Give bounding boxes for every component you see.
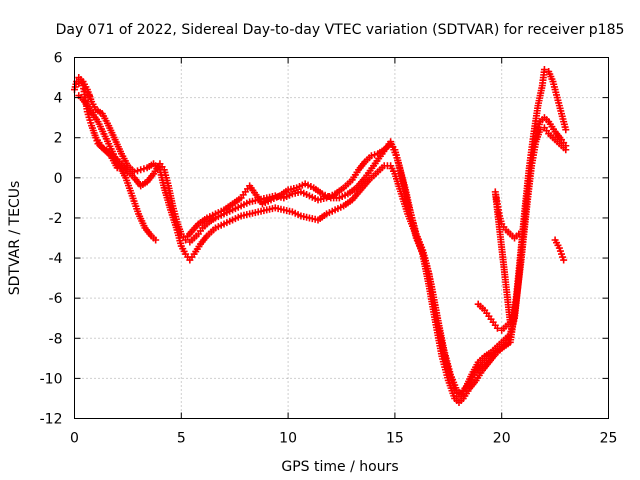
y-tick-label: -10 [40, 371, 63, 387]
data-series [75, 78, 570, 406]
data-point [562, 126, 570, 134]
plot-frame [74, 57, 609, 419]
y-tick-label: -8 [49, 331, 63, 347]
axis-ticks [74, 57, 609, 419]
data-point [137, 166, 145, 174]
data-point [562, 142, 570, 150]
y-axis-label: SDTVAR / TECUs [7, 181, 23, 296]
y-tick-label: 2 [54, 131, 63, 147]
x-tick-label: 20 [493, 431, 511, 447]
data-points [71, 66, 570, 406]
y-tick-label: -12 [40, 412, 63, 428]
data-point [130, 168, 138, 176]
data-series [75, 92, 570, 398]
x-tick-label: 10 [279, 431, 297, 447]
data-point [560, 256, 568, 264]
y-tick-label: -2 [49, 211, 63, 227]
x-tick-label: 0 [70, 431, 79, 447]
x-tick-label: 15 [386, 431, 404, 447]
data-point [367, 152, 375, 160]
x-tick-label: 25 [600, 431, 618, 447]
data-point [152, 236, 160, 244]
data-series [81, 86, 568, 334]
data-point [134, 167, 142, 175]
x-tick-labels: 0 5 10 15 20 25 [70, 431, 617, 447]
data-point [371, 151, 379, 159]
data-point [540, 66, 548, 74]
y-tick-label: 4 [54, 91, 63, 107]
y-tick-label: 0 [54, 171, 63, 187]
data-point [85, 92, 93, 100]
chart-title: Day 071 of 2022, Sidereal Day-to-day VTE… [56, 22, 625, 38]
y-tick-labels: -12 -10 -8 -6 -4 -2 0 2 4 6 [40, 51, 63, 428]
data-point [140, 165, 148, 173]
data-point [515, 230, 523, 238]
data-point [493, 324, 501, 332]
x-axis-label: GPS time / hours [281, 459, 398, 475]
data-point [113, 164, 121, 172]
y-tick-label: -4 [49, 251, 63, 267]
y-tick-label: 6 [54, 51, 63, 67]
x-tick-label: 5 [177, 431, 186, 447]
y-tick-label: -6 [49, 291, 63, 307]
